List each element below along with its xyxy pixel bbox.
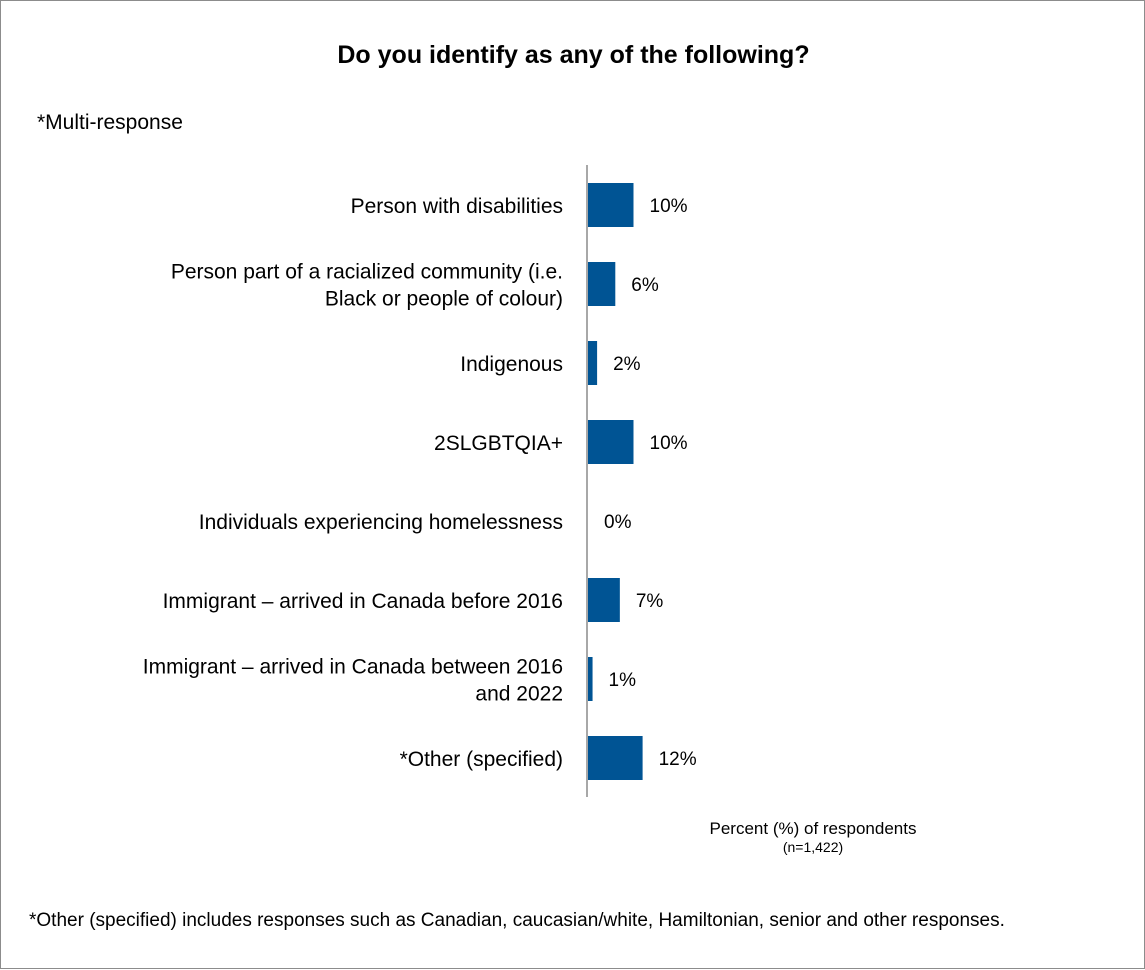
bar-1 (588, 262, 616, 306)
bar-5 (588, 578, 620, 622)
bars-layer: 10% Person with disabilities 6% Person part… (143, 183, 697, 780)
category-label-7: *Other (specified) (400, 748, 563, 771)
bar-6 (588, 657, 593, 701)
chart-subtitle: *Multi-response (37, 111, 183, 134)
bar-0 (588, 183, 634, 227)
chart-title: Do you identify as any of the following? (337, 41, 810, 69)
bar-2 (588, 341, 598, 385)
x-axis-label: Percent (%) of respondents (n=1,422) (651, 819, 975, 855)
bar-7 (588, 736, 643, 780)
category-label-2: Indigenous (460, 353, 563, 376)
category-label-4: Individuals experiencing homelessness (199, 511, 563, 534)
value-label-4: 0% (604, 512, 632, 533)
value-label-7: 12% (659, 749, 697, 770)
category-label-6: Immigrant – arrived in Canada between 20… (143, 656, 563, 706)
x-axis-sample-note: (n=1,422) (782, 839, 844, 855)
bar-3 (588, 420, 634, 464)
value-label-6: 1% (609, 670, 637, 691)
value-label-2: 2% (613, 354, 641, 375)
category-label-5: Immigrant – arrived in Canada before 201… (163, 590, 563, 613)
value-label-3: 10% (650, 433, 688, 454)
category-label-1: Person part of a racialized community (i… (171, 261, 563, 311)
value-label-1: 6% (631, 275, 659, 296)
value-label-5: 7% (636, 591, 664, 612)
footnote: *Other (specified) includes responses su… (29, 910, 1005, 931)
category-label-3: 2SLGBTQIA+ (434, 432, 563, 455)
x-axis-title: Percent (%) of respondents (709, 819, 917, 838)
category-label-0: Person with disabilities (351, 195, 563, 218)
value-label-0: 10% (650, 196, 688, 217)
